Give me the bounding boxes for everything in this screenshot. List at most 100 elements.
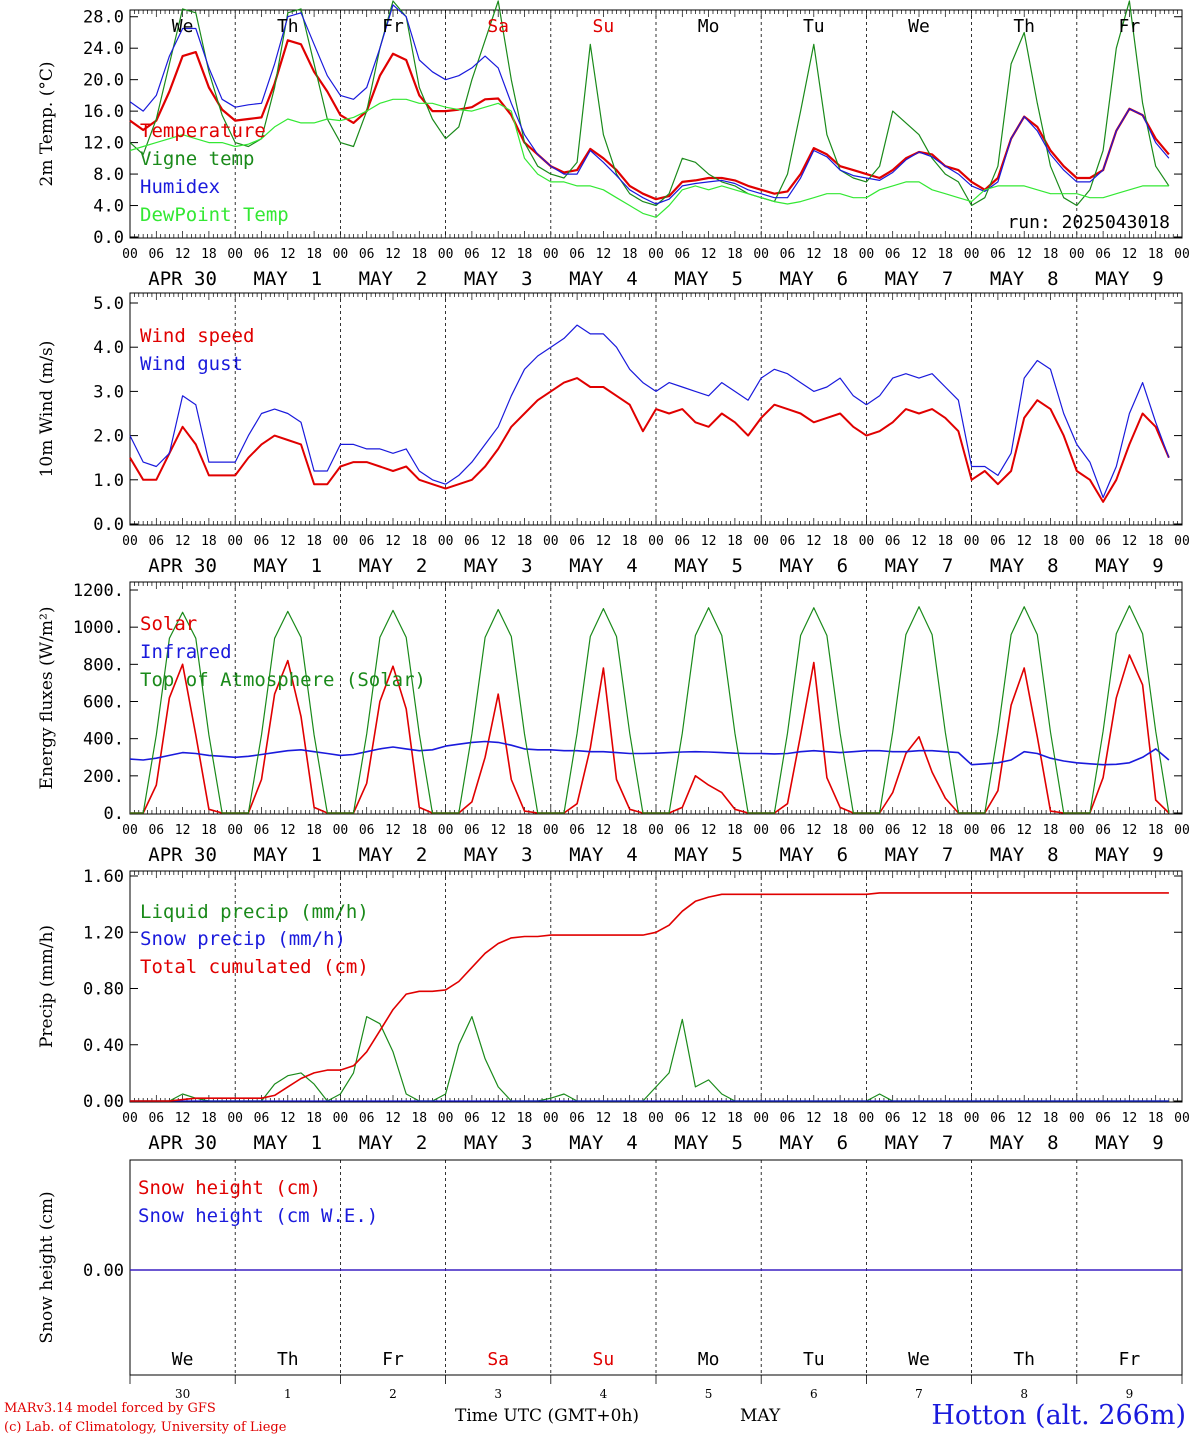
date-label: MAY 4 bbox=[569, 268, 638, 290]
y-axis-label: 2m Temp. (°C) bbox=[37, 61, 57, 186]
hour-label: 00 bbox=[227, 823, 243, 838]
hour-label: 06 bbox=[569, 1111, 585, 1126]
legend-entry: Top of Atmosphere (Solar) bbox=[140, 669, 426, 691]
hour-label: 18 bbox=[1148, 247, 1164, 262]
hour-label: 12 bbox=[806, 1111, 822, 1126]
day-name: Fr bbox=[382, 16, 404, 37]
y-tick-label: 28.0 bbox=[83, 8, 124, 28]
y-tick-label: 5.0 bbox=[93, 294, 124, 314]
hour-label: 12 bbox=[911, 823, 927, 838]
hour-label: 06 bbox=[1095, 247, 1111, 262]
hour-label: 12 bbox=[385, 1111, 401, 1126]
hour-label: 00 bbox=[227, 247, 243, 262]
hour-label: 12 bbox=[911, 247, 927, 262]
hour-label: 18 bbox=[201, 534, 217, 549]
date-label: MAY 3 bbox=[464, 844, 533, 866]
hour-label: 00 bbox=[122, 247, 138, 262]
y-tick-label: 8.0 bbox=[93, 165, 124, 185]
legend-entry: Snow precip (mm/h) bbox=[140, 928, 346, 950]
hour-label: 12 bbox=[280, 247, 296, 262]
hour-label: 12 bbox=[806, 247, 822, 262]
y-tick-label: 0.40 bbox=[83, 1036, 124, 1056]
hour-label: 00 bbox=[964, 534, 980, 549]
date-label: MAY 4 bbox=[569, 844, 638, 866]
hour-label: 18 bbox=[306, 823, 322, 838]
hour-label: 06 bbox=[569, 534, 585, 549]
hour-label: 18 bbox=[832, 247, 848, 262]
hour-label: 18 bbox=[1148, 534, 1164, 549]
hour-label: 12 bbox=[385, 823, 401, 838]
hour-label: 18 bbox=[306, 247, 322, 262]
series-line-wind-0 bbox=[129, 377, 1170, 503]
y-tick-label: 0.0 bbox=[93, 515, 124, 535]
hour-label: 06 bbox=[359, 823, 375, 838]
hour-label: 06 bbox=[1095, 1111, 1111, 1126]
hour-label: 00 bbox=[543, 1111, 559, 1126]
hour-label: 00 bbox=[438, 823, 454, 838]
hour-label: 00 bbox=[333, 534, 349, 549]
hour-label: 12 bbox=[490, 247, 506, 262]
hour-label: 06 bbox=[674, 823, 690, 838]
hour-label: 18 bbox=[727, 823, 743, 838]
day-number: 9 bbox=[1126, 1387, 1134, 1401]
hour-label: 12 bbox=[175, 247, 191, 262]
date-label: MAY 6 bbox=[779, 1132, 848, 1154]
hour-label: 00 bbox=[648, 1111, 664, 1126]
y-tick-label: 200. bbox=[83, 767, 124, 787]
day-name: We bbox=[908, 1349, 930, 1370]
hour-label: 06 bbox=[780, 1111, 796, 1126]
hour-label: 00 bbox=[1174, 247, 1190, 262]
hour-label: 12 bbox=[490, 534, 506, 549]
date-label: MAY 9 bbox=[1095, 268, 1164, 290]
hour-label: 18 bbox=[411, 247, 427, 262]
hour-label: 18 bbox=[1043, 1111, 1059, 1126]
hour-label: 00 bbox=[1069, 247, 1085, 262]
hour-label: 06 bbox=[254, 1111, 270, 1126]
day-name: Mo bbox=[698, 1349, 720, 1370]
hour-label: 00 bbox=[1069, 823, 1085, 838]
hour-label: 12 bbox=[701, 823, 717, 838]
y-tick-label: 2.0 bbox=[93, 427, 124, 447]
day-number: 4 bbox=[600, 1387, 608, 1401]
hour-label: 12 bbox=[385, 247, 401, 262]
series-line-temperature-2 bbox=[129, 4, 1170, 205]
y-tick-label: 1.60 bbox=[83, 867, 124, 887]
date-label: MAY 4 bbox=[569, 555, 638, 577]
y-tick-label: 20.0 bbox=[83, 71, 124, 91]
hour-label: 00 bbox=[227, 534, 243, 549]
hour-label: 00 bbox=[753, 823, 769, 838]
day-name: Fr bbox=[382, 1349, 404, 1370]
y-tick-label: 3.0 bbox=[93, 382, 124, 402]
series-line-precip-2 bbox=[130, 892, 1169, 1102]
hour-label: 12 bbox=[175, 823, 191, 838]
y-tick-label: 1.0 bbox=[93, 471, 124, 491]
hour-label: 12 bbox=[806, 534, 822, 549]
hour-label: 00 bbox=[333, 247, 349, 262]
hour-label: 18 bbox=[517, 247, 533, 262]
hour-label: 06 bbox=[148, 534, 164, 549]
y-axis-label: Energy fluxes (W/m²) bbox=[37, 607, 57, 790]
date-label: MAY 5 bbox=[674, 1132, 743, 1154]
hour-label: 06 bbox=[780, 823, 796, 838]
hour-label: 12 bbox=[1122, 247, 1138, 262]
hour-label: 06 bbox=[148, 823, 164, 838]
hour-label: 06 bbox=[885, 534, 901, 549]
y-tick-label: 16.0 bbox=[83, 102, 124, 122]
day-number: 1 bbox=[284, 1387, 292, 1401]
legend-entry: Temperature bbox=[140, 120, 266, 142]
date-label: APR 30 bbox=[148, 555, 217, 577]
hour-label: 18 bbox=[517, 823, 533, 838]
day-name: Tu bbox=[803, 16, 825, 37]
date-label: MAY 7 bbox=[885, 1132, 954, 1154]
y-tick-label: 800. bbox=[83, 655, 124, 675]
date-label: MAY 5 bbox=[674, 844, 743, 866]
model-credit: MARv3.14 model forced by GFS bbox=[4, 1401, 216, 1416]
hour-label: 00 bbox=[1174, 823, 1190, 838]
legend-entry: Infrared bbox=[140, 641, 232, 663]
hour-label: 18 bbox=[1043, 534, 1059, 549]
hour-label: 00 bbox=[543, 247, 559, 262]
day-number: 7 bbox=[915, 1387, 923, 1401]
hour-label: 06 bbox=[990, 1111, 1006, 1126]
hour-label: 18 bbox=[622, 534, 638, 549]
